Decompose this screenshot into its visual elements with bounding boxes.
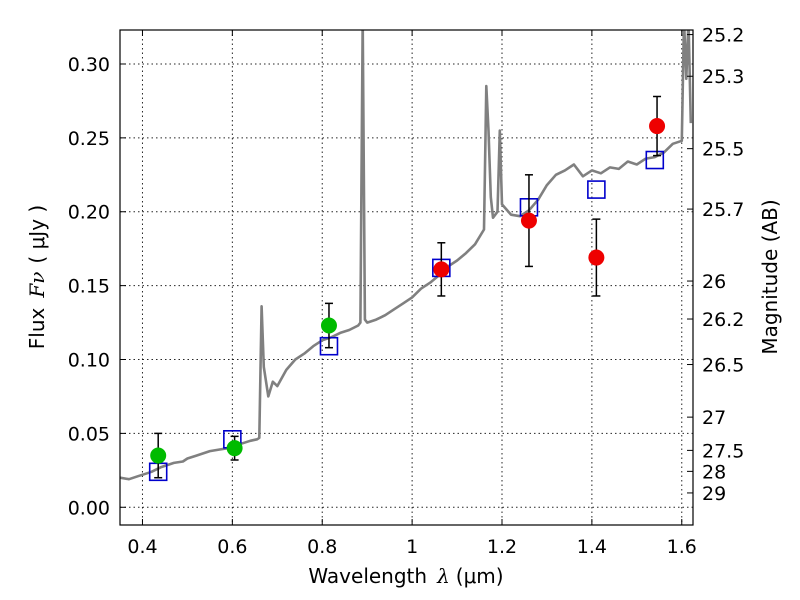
observed-flux-point: [150, 447, 167, 464]
model-point-square: [645, 150, 665, 170]
x-axis-title: Wavelength λ (μm): [308, 564, 503, 588]
y-axis-title-unit: ( μJy ): [25, 205, 49, 264]
observed-flux-point: [520, 212, 537, 229]
x-tick-label: 1.6: [667, 536, 697, 558]
magnitude-tick-label: 27.5: [702, 440, 744, 462]
template-spectrum-line: [120, 30, 693, 481]
x-tick-label: 1.4: [577, 536, 607, 558]
magnitude-tick-label: 25.7: [702, 199, 744, 221]
magnitude-tick-label: 25.5: [702, 139, 744, 161]
magnitude-tick-label: 27: [702, 407, 726, 429]
grid: [120, 30, 693, 525]
observed-flux-point: [649, 118, 666, 135]
x-tick-label: 1: [406, 536, 418, 558]
y-axis-title-symbol: Fν: [25, 272, 49, 299]
y-tick-label: 0.05: [68, 423, 110, 445]
magnitude-tick-label: 26.5: [702, 355, 744, 377]
y-tick-label: 0.15: [68, 276, 110, 298]
plot-frame: [119, 29, 694, 526]
magnitude-tick-label: 26: [702, 271, 726, 293]
y-axis-title: Flux Fν ( μJy ): [25, 205, 49, 349]
y-axis-title-text: Flux: [25, 307, 49, 349]
y2-axis-title: Magnitude (AB): [758, 199, 782, 354]
x-tick-label: 1.2: [487, 536, 517, 558]
x-axis-title-unit: (μm): [456, 564, 504, 588]
y-tick-label: 0.20: [68, 202, 110, 224]
x-tick-label: 0.6: [217, 536, 247, 558]
y-tick-label: 0.10: [68, 350, 110, 372]
x-tick-labels: 0.4 0.6 0.8 1 1.2 1.4 1.6: [127, 536, 697, 558]
observed-flux-point: [433, 261, 450, 278]
magnitude-tick-label: 26.2: [702, 309, 744, 331]
y-tick-labels: 0.00 0.05 0.10 0.15 0.20 0.25 0.30: [68, 54, 110, 519]
observed-flux-point: [320, 317, 337, 334]
x-tick-label: 0.4: [127, 536, 157, 558]
y-tick-label: 0.25: [68, 128, 110, 150]
magnitude-tick-label: 25.2: [702, 25, 744, 47]
y-tick-label: 0.30: [68, 54, 110, 76]
y-tick-label: 0.00: [68, 497, 110, 519]
model-point-square: [587, 180, 606, 199]
x-axis-title-symbol: λ: [436, 564, 450, 588]
magnitude-tick-label: 28: [702, 461, 726, 483]
observed-flux-point: [226, 440, 243, 457]
observed-flux-point: [588, 249, 605, 266]
data-layer: [120, 30, 693, 482]
tick-marks: [120, 30, 693, 525]
magnitude-tick-label: 29: [702, 483, 726, 505]
x-axis-title-text: Wavelength: [308, 564, 427, 588]
magnitude-tick-label: 25.3: [702, 66, 744, 88]
x-tick-label: 0.8: [307, 536, 337, 558]
